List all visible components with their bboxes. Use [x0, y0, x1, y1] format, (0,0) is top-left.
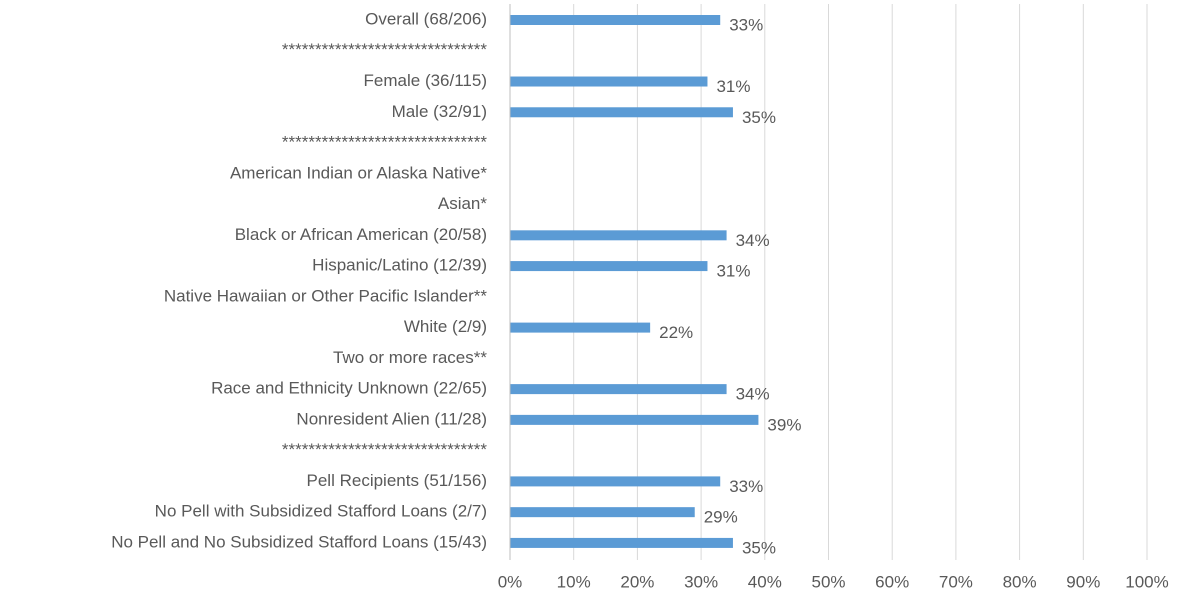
data-label: 34% — [736, 385, 770, 404]
y-tick-label: Asian* — [438, 194, 488, 213]
y-tick-label: Overall (68/206) — [365, 9, 487, 28]
bar — [510, 261, 708, 272]
data-label: 34% — [736, 231, 770, 250]
y-tick-label: Black or African American (20/58) — [235, 225, 487, 244]
x-tick-label: 80% — [1003, 572, 1037, 591]
y-tick-label: Hispanic/Latino (12/39) — [312, 256, 487, 275]
bar — [510, 507, 695, 518]
data-label: 33% — [729, 477, 763, 496]
x-tick-label: 70% — [939, 572, 973, 591]
x-tick-label: 50% — [811, 572, 845, 591]
bar — [510, 107, 733, 118]
y-tick-label: Native Hawaiian or Other Pacific Islande… — [164, 286, 488, 305]
bar — [510, 476, 721, 487]
y-tick-label: White (2/9) — [404, 317, 487, 336]
x-tick-label: 0% — [498, 572, 523, 591]
y-tick-label: Nonresident Alien (11/28) — [296, 409, 487, 428]
bar — [510, 322, 651, 333]
data-label: 31% — [716, 262, 750, 281]
bar — [510, 414, 759, 425]
data-label: 29% — [704, 508, 738, 527]
y-tick-label: ******************************* — [282, 40, 487, 59]
x-tick-label: 100% — [1125, 572, 1168, 591]
data-label: 35% — [742, 108, 776, 127]
x-tick-label: 10% — [557, 572, 591, 591]
data-label: 39% — [767, 415, 801, 434]
data-label: 31% — [716, 77, 750, 96]
y-tick-label: ******************************* — [282, 133, 487, 152]
x-tick-label: 30% — [684, 572, 718, 591]
y-tick-label: No Pell and No Subsidized Stafford Loans… — [111, 532, 487, 551]
y-tick-label: No Pell with Subsidized Stafford Loans (… — [155, 502, 487, 521]
data-label: 33% — [729, 15, 763, 34]
bar — [510, 76, 708, 87]
y-tick-label: Male (32/91) — [392, 102, 487, 121]
y-tick-label: Female (36/115) — [364, 71, 487, 90]
y-tick-label: ******************************* — [282, 440, 487, 459]
x-tick-label: 90% — [1066, 572, 1100, 591]
x-tick-label: 20% — [620, 572, 654, 591]
bar — [510, 15, 721, 25]
y-tick-label: Race and Ethnicity Unknown (22/65) — [211, 379, 487, 398]
bar — [510, 537, 733, 548]
data-label: 35% — [742, 538, 776, 557]
x-tick-label: 40% — [748, 572, 782, 591]
y-tick-label: Pell Recipients (51/156) — [307, 471, 487, 490]
y-tick-label: Two or more races** — [333, 348, 487, 367]
bar — [510, 230, 727, 241]
x-tick-label: 60% — [875, 572, 909, 591]
data-label: 22% — [659, 323, 693, 342]
y-tick-label: American Indian or Alaska Native* — [230, 163, 487, 182]
bar — [510, 384, 727, 395]
